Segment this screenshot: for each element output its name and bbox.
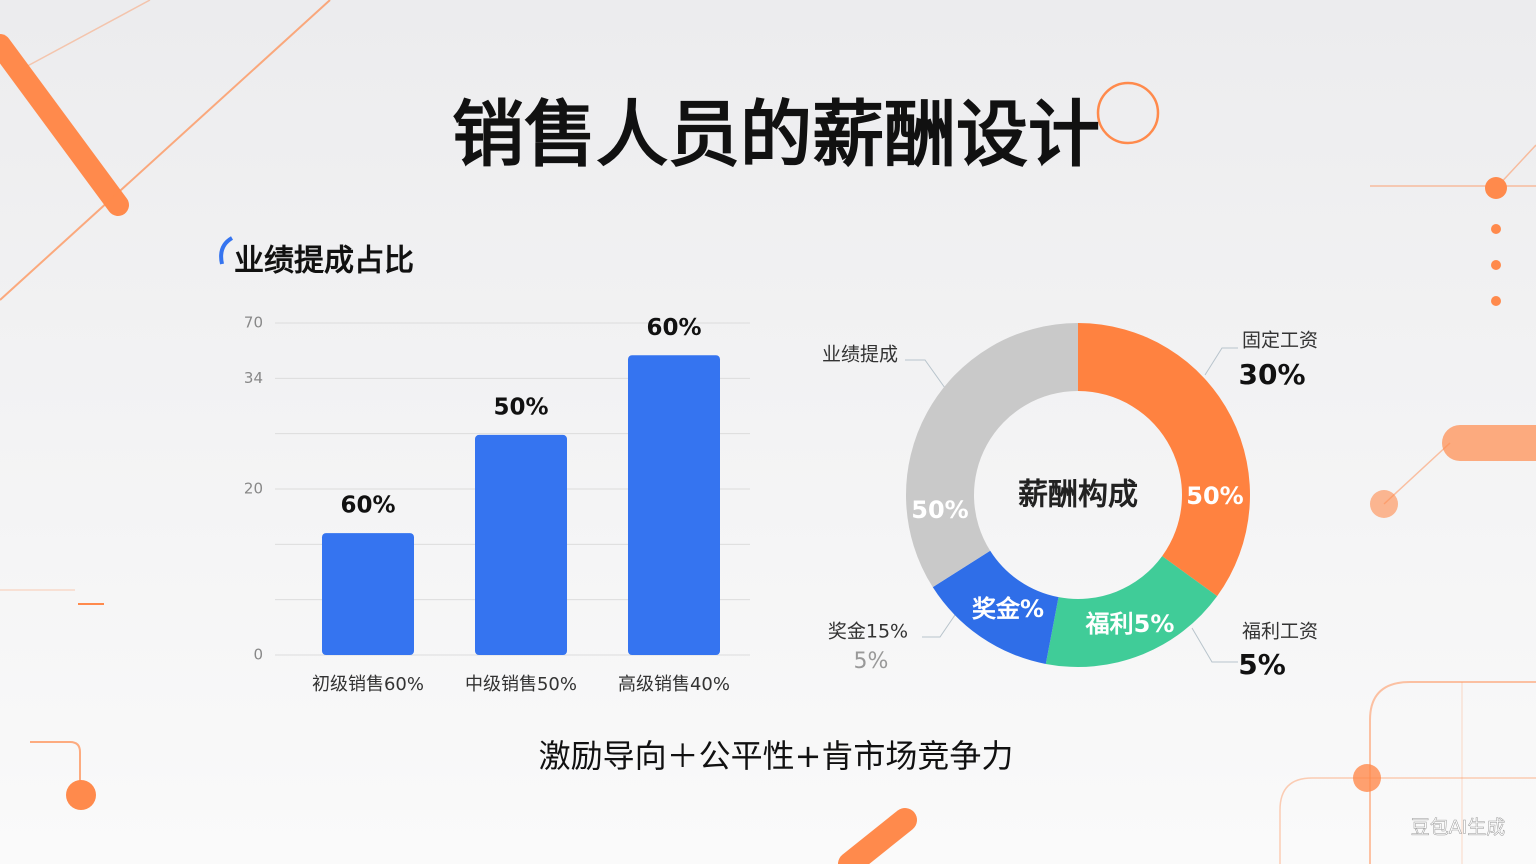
chart-title: 业绩提成占比 bbox=[234, 244, 414, 279]
x-tick-label: 初级销售60% bbox=[312, 674, 424, 695]
donut-segment bbox=[1045, 556, 1218, 667]
donut-segment bbox=[906, 323, 1078, 588]
segment-label: 福利5% bbox=[1085, 610, 1175, 638]
legend-label: 奖金15% bbox=[828, 621, 908, 643]
y-tick-label: 70 bbox=[244, 314, 263, 332]
bar-annotation: 60% bbox=[646, 315, 701, 341]
slide-title: 销售人员的薪酬设计 bbox=[452, 93, 1100, 177]
footer-text: 激励导向＋公平性+肯市场竞争力 bbox=[539, 737, 1014, 775]
bar-annotation: 50% bbox=[493, 394, 548, 420]
y-tick-label: 34 bbox=[244, 369, 263, 387]
outer-value-label: 5% bbox=[1238, 648, 1286, 681]
legend-label: 福利工资 bbox=[1242, 621, 1318, 643]
decoration-dots bbox=[66, 177, 1507, 810]
x-tick-label: 高级销售40% bbox=[618, 674, 730, 695]
leader-lines bbox=[905, 347, 1238, 663]
bar bbox=[475, 434, 567, 655]
segment-label: 50% bbox=[911, 496, 968, 524]
y-tick-label: 0 bbox=[253, 646, 263, 664]
bar bbox=[628, 355, 720, 655]
bar bbox=[322, 533, 414, 655]
heading-accent bbox=[219, 236, 234, 265]
x-tick-label: 中级销售50% bbox=[465, 674, 577, 695]
segment-label: 50% bbox=[1186, 482, 1243, 510]
donut-center-label: 薪酬构成 bbox=[1018, 478, 1138, 513]
bar-annotation: 60% bbox=[340, 493, 395, 519]
donut-segment bbox=[932, 550, 1059, 664]
outer-value-label: 5% bbox=[854, 649, 889, 674]
outer-value-label: 30% bbox=[1238, 358, 1305, 391]
legend-label: 固定工资 bbox=[1242, 330, 1318, 352]
y-tick-label: 20 bbox=[244, 480, 263, 498]
watermark: 豆包AI生成 bbox=[1411, 817, 1506, 839]
legend-label: 业绩提成 bbox=[822, 344, 898, 366]
donut-segment bbox=[1078, 323, 1250, 597]
segment-label: 奖金% bbox=[972, 595, 1044, 623]
